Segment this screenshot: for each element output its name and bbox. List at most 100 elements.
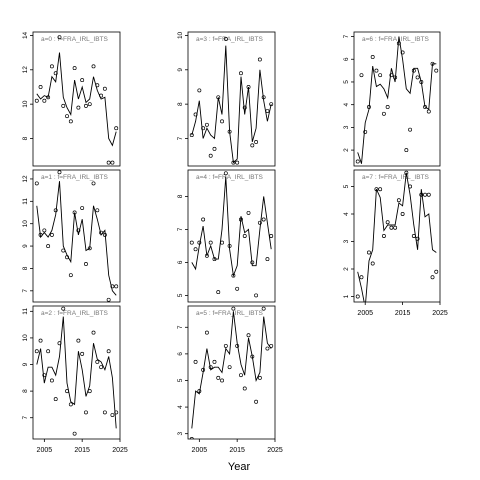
data-point xyxy=(423,104,427,109)
data-point xyxy=(220,378,224,383)
data-point xyxy=(269,343,274,348)
y-tick-label: 7 xyxy=(177,325,184,329)
panel-frame xyxy=(187,31,276,167)
y-tick-label: 7 xyxy=(177,136,184,140)
y-tick-label: 5 xyxy=(343,184,350,188)
data-point xyxy=(208,153,213,158)
data-point xyxy=(408,184,413,189)
data-point xyxy=(91,181,96,186)
series-line xyxy=(191,176,272,278)
panel-title: a=3 : f=FRA_IRL_IBTS xyxy=(196,36,264,43)
data-point xyxy=(102,232,107,237)
x-tick-label: 2025 xyxy=(267,447,283,454)
panel-1: 7 8 9 10 11 12 a=1 : f=FRA_IRL_IBTS xyxy=(22,169,121,303)
data-point xyxy=(257,57,262,62)
data-point xyxy=(396,198,401,203)
data-point xyxy=(385,104,390,109)
y-tick-label: 10 xyxy=(22,334,29,342)
data-point xyxy=(110,413,115,418)
data-point xyxy=(393,75,398,80)
data-point xyxy=(227,243,232,248)
data-point xyxy=(404,148,409,153)
data-point xyxy=(76,338,81,343)
series-line xyxy=(191,45,272,164)
data-point xyxy=(370,55,375,59)
data-point xyxy=(231,273,236,278)
y-tick-label: 3 xyxy=(343,125,350,129)
data-point xyxy=(231,306,236,311)
data-point xyxy=(381,111,386,116)
x-tick-label: 2005 xyxy=(357,310,373,317)
x-tick-label: 2005 xyxy=(37,447,53,454)
panel-3: 7 8 9 10 a=3 : f=FRA_IRL_IBTS xyxy=(177,31,276,167)
data-point xyxy=(235,343,240,348)
data-point xyxy=(80,351,85,356)
data-point xyxy=(65,255,69,260)
data-point xyxy=(53,208,58,213)
data-point xyxy=(396,41,401,46)
y-tick-label: 9 xyxy=(22,244,29,248)
data-point xyxy=(189,240,194,245)
y-tick-label: 7 xyxy=(22,289,29,293)
data-point xyxy=(235,160,240,165)
data-point xyxy=(80,206,85,210)
data-point xyxy=(87,246,92,251)
data-point xyxy=(370,261,375,266)
data-point xyxy=(426,192,431,197)
data-point xyxy=(61,306,66,311)
data-point xyxy=(242,234,247,238)
series-line xyxy=(36,52,117,147)
data-point xyxy=(223,171,228,176)
data-point xyxy=(404,170,409,175)
y-tick-label: 12 xyxy=(22,66,29,74)
data-point xyxy=(434,269,439,274)
data-point xyxy=(95,359,100,364)
data-point xyxy=(197,240,202,245)
data-point xyxy=(415,236,420,241)
data-point xyxy=(114,126,119,131)
data-point xyxy=(216,95,221,100)
y-tick-label: 8 xyxy=(177,102,184,106)
y-tick-label: 1 xyxy=(343,294,350,298)
data-point xyxy=(99,230,104,235)
y-tick-label: 6 xyxy=(177,260,184,264)
data-point xyxy=(246,210,251,215)
x-tick-label: 2005 xyxy=(192,447,208,454)
data-point xyxy=(250,354,255,359)
panel-frame xyxy=(32,31,121,167)
data-point xyxy=(42,228,47,233)
y-tick-label: 12 xyxy=(22,175,29,183)
data-point xyxy=(378,73,383,78)
data-point xyxy=(254,139,259,144)
panel-frame xyxy=(32,305,121,440)
y-tick-label: 2 xyxy=(343,148,350,152)
data-point xyxy=(430,61,435,66)
figure-x-axis-label: Year xyxy=(228,461,251,473)
data-point xyxy=(408,127,413,132)
data-point xyxy=(204,330,209,335)
data-point xyxy=(355,159,360,164)
data-point xyxy=(246,333,251,338)
data-point xyxy=(239,217,243,222)
data-point xyxy=(212,257,217,262)
data-point xyxy=(57,35,62,40)
data-point xyxy=(38,232,43,237)
y-tick-label: 5 xyxy=(177,293,184,297)
y-tick-label: 5 xyxy=(177,378,184,382)
panel-2: 7 8 9 10 11 2005 2015 2025 a=2 : f=FRA_IRL_IBTS xyxy=(22,305,128,454)
data-point xyxy=(261,306,266,311)
data-point xyxy=(95,83,100,88)
data-point xyxy=(91,330,96,335)
data-point xyxy=(378,187,383,192)
data-point xyxy=(389,73,394,78)
data-point xyxy=(426,109,431,114)
data-point xyxy=(84,410,88,415)
data-point xyxy=(246,85,251,89)
data-point xyxy=(204,122,209,127)
data-point xyxy=(201,367,206,372)
data-point xyxy=(57,170,62,175)
series-line xyxy=(357,172,437,302)
y-tick-label: 3 xyxy=(343,239,350,243)
data-point xyxy=(72,431,77,436)
